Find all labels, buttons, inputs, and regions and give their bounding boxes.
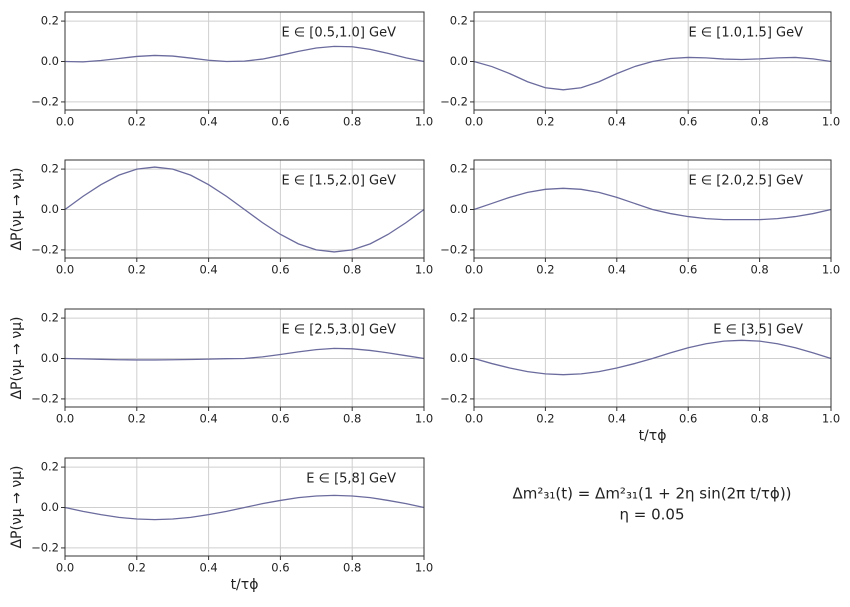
panel-annotation: E ∈ [3,5] GeV [713, 323, 803, 338]
panel-annotation: E ∈ [2.5,3.0] GeV [281, 323, 396, 338]
x-tick-label: 1.0 [822, 115, 840, 129]
x-tick-label: 0.2 [536, 263, 554, 277]
x-tick-label: 1.0 [415, 561, 433, 575]
axes-frame [64, 11, 425, 111]
y-tick-label: −0.2 [440, 391, 468, 405]
y-tick-label: 0.0 [41, 500, 59, 514]
axes-frame [64, 308, 425, 408]
y-tick-label: 0.2 [41, 311, 59, 325]
y-tick-label: −0.2 [440, 94, 468, 108]
panel-annotation: E ∈ [0.5,1.0] GeV [281, 26, 396, 41]
x-tick-label: 0.0 [465, 115, 483, 129]
data-line [473, 339, 832, 376]
x-tick-label: 1.0 [415, 263, 433, 277]
x-tick-label: 0.0 [56, 561, 74, 575]
x-tick-label: 0.6 [679, 263, 697, 277]
x-tick-label: 0.6 [271, 412, 289, 426]
x-tick-label: 0.0 [465, 412, 483, 426]
y-tick-label: 0.0 [41, 351, 59, 365]
x-tick-label: 0.6 [679, 115, 697, 129]
x-tick-label: 0.8 [750, 263, 768, 277]
panel-annotation: E ∈ [1.5,2.0] GeV [281, 174, 396, 189]
data-line [473, 187, 832, 221]
y-axis-label: ΔP(νμ → νμ) [9, 465, 25, 548]
y-tick-label: −0.2 [31, 391, 59, 405]
y-tick-label: 0.2 [450, 311, 468, 325]
x-tick-label: 0.2 [128, 115, 146, 129]
y-tick-label: 0.0 [450, 54, 468, 68]
y-tick-label: 0.0 [41, 202, 59, 216]
y-tick-label: 0.0 [450, 202, 468, 216]
x-tick-label: 1.0 [822, 412, 840, 426]
formula: Δm²₃₁(t) = Δm²₃₁(1 + 2η sin(2π t/τϕ)) [512, 485, 791, 503]
y-tick-label: −0.2 [31, 94, 59, 108]
x-tick-label: 0.6 [679, 412, 697, 426]
x-tick-label: 1.0 [415, 412, 433, 426]
x-tick-label: 0.6 [271, 561, 289, 575]
data-line [64, 166, 425, 253]
formula-parameter: η = 0.05 [619, 506, 684, 524]
y-tick-label: −0.2 [31, 242, 59, 256]
x-tick-label: 0.8 [750, 412, 768, 426]
x-tick-label: 0.4 [608, 115, 626, 129]
x-tick-label: 0.0 [56, 115, 74, 129]
data-line [473, 56, 832, 91]
x-tick-label: 0.4 [608, 263, 626, 277]
x-tick-label: 1.0 [822, 263, 840, 277]
x-tick-label: 0.2 [128, 263, 146, 277]
y-axis-label: ΔP(νμ → νμ) [9, 316, 25, 399]
x-axis-label: t/τϕ [231, 577, 259, 593]
axes-frame [64, 159, 425, 259]
y-tick-label: 0.0 [41, 54, 59, 68]
y-tick-label: 0.2 [41, 460, 59, 474]
data-line [64, 45, 425, 63]
data-line [64, 347, 425, 361]
axes-frame [473, 11, 832, 111]
axes-frame [64, 457, 425, 557]
x-tick-label: 0.0 [56, 263, 74, 277]
panel-annotation: E ∈ [1.0,1.5] GeV [688, 26, 803, 41]
axes-frame [473, 159, 832, 259]
x-tick-label: 0.6 [271, 263, 289, 277]
x-tick-label: 0.8 [343, 412, 361, 426]
x-tick-label: 0.8 [343, 115, 361, 129]
panel-annotation: E ∈ [5,8] GeV [306, 472, 396, 487]
x-tick-label: 1.0 [415, 115, 433, 129]
y-tick-label: −0.2 [31, 540, 59, 554]
x-tick-label: 0.4 [199, 561, 217, 575]
x-tick-label: 0.4 [199, 263, 217, 277]
x-tick-label: 0.2 [128, 412, 146, 426]
y-axis-label: ΔP(νμ → νμ) [9, 167, 25, 250]
x-axis-label: t/τϕ [639, 428, 667, 444]
panel-annotation: E ∈ [2.0,2.5] GeV [688, 174, 803, 189]
y-tick-label: 0.2 [450, 162, 468, 176]
x-tick-label: 0.4 [199, 412, 217, 426]
x-tick-label: 0.8 [343, 263, 361, 277]
y-tick-label: 0.2 [41, 14, 59, 28]
x-tick-label: 0.0 [56, 412, 74, 426]
x-tick-label: 0.0 [465, 263, 483, 277]
x-tick-label: 0.8 [343, 561, 361, 575]
data-line [64, 494, 425, 521]
x-tick-label: 0.2 [128, 561, 146, 575]
x-tick-label: 0.6 [271, 115, 289, 129]
y-tick-label: 0.0 [450, 351, 468, 365]
x-tick-label: 0.4 [608, 412, 626, 426]
y-tick-label: 0.2 [41, 162, 59, 176]
x-tick-label: 0.2 [536, 115, 554, 129]
axes-frame [473, 308, 832, 408]
x-tick-label: 0.4 [199, 115, 217, 129]
x-tick-label: 0.2 [536, 412, 554, 426]
y-tick-label: 0.2 [450, 14, 468, 28]
x-tick-label: 0.8 [750, 115, 768, 129]
y-tick-label: −0.2 [440, 242, 468, 256]
